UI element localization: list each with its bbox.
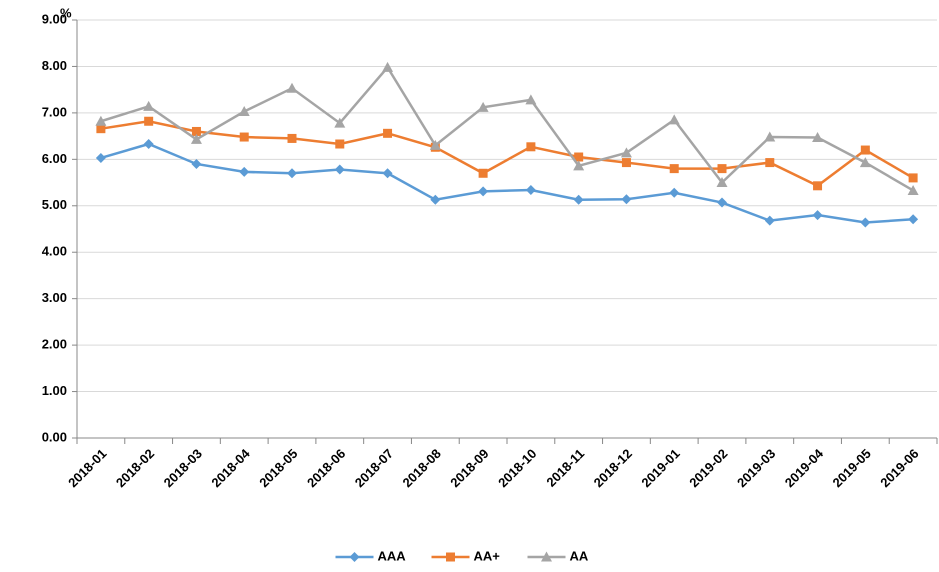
x-tick-label: 2019-06 bbox=[877, 446, 921, 490]
point bbox=[908, 214, 919, 225]
series-line bbox=[100, 119, 914, 188]
point bbox=[860, 217, 871, 228]
point bbox=[812, 210, 823, 221]
y-tick-label: 1.00 bbox=[42, 383, 67, 398]
point bbox=[95, 115, 107, 126]
y-tick-label: 3.00 bbox=[42, 290, 67, 305]
point bbox=[859, 157, 871, 168]
legend-marker bbox=[541, 551, 552, 562]
x-tick-label: 2018-05 bbox=[256, 446, 300, 490]
point bbox=[383, 128, 393, 138]
point bbox=[143, 139, 154, 150]
x-tick-label: 2019-04 bbox=[782, 445, 827, 490]
y-tick-label: 7.00 bbox=[42, 104, 67, 119]
point bbox=[812, 132, 824, 143]
point bbox=[191, 126, 201, 136]
point bbox=[813, 181, 823, 191]
y-tick-label: 9.00 bbox=[42, 11, 67, 26]
point bbox=[334, 117, 346, 128]
point bbox=[526, 142, 536, 152]
point bbox=[190, 133, 202, 144]
point bbox=[478, 186, 489, 197]
point bbox=[239, 166, 250, 177]
point bbox=[764, 131, 776, 142]
point bbox=[525, 94, 537, 105]
point bbox=[287, 133, 297, 143]
x-tick-label: 2018-03 bbox=[161, 446, 205, 490]
x-tick-label: 2018-11 bbox=[543, 446, 587, 490]
point bbox=[621, 158, 631, 168]
point bbox=[334, 164, 345, 175]
legend-marker bbox=[349, 552, 360, 562]
point bbox=[238, 105, 250, 116]
point bbox=[191, 158, 202, 169]
point bbox=[668, 114, 680, 125]
x-tick-label: 2018-06 bbox=[304, 446, 348, 490]
point bbox=[717, 197, 727, 208]
point bbox=[765, 158, 775, 168]
point bbox=[335, 139, 345, 149]
x-tick-label: 2019-01 bbox=[638, 446, 682, 490]
x-tick-label: 2018-07 bbox=[352, 446, 396, 490]
point bbox=[95, 152, 106, 163]
point bbox=[478, 168, 488, 178]
x-tick-label: 2018-08 bbox=[400, 446, 444, 490]
x-tick-label: 2018-04 bbox=[208, 445, 253, 490]
y-unit: % bbox=[60, 5, 72, 20]
legend-marker bbox=[446, 552, 455, 562]
legend-label: AA+ bbox=[474, 548, 501, 563]
point bbox=[430, 194, 441, 205]
series-line bbox=[100, 142, 914, 224]
point bbox=[96, 124, 106, 134]
point bbox=[239, 132, 249, 142]
point bbox=[143, 100, 155, 111]
point bbox=[286, 82, 298, 93]
x-tick-label: 2018-09 bbox=[447, 446, 491, 490]
point bbox=[574, 152, 584, 162]
x-tick-label: 2018-01 bbox=[65, 446, 109, 490]
point bbox=[573, 194, 584, 205]
point bbox=[429, 139, 441, 150]
point bbox=[525, 184, 536, 195]
legend-label: AAA bbox=[378, 548, 407, 563]
y-tick-label: 6.00 bbox=[42, 151, 67, 166]
y-tick-label: 0.00 bbox=[42, 429, 67, 444]
point bbox=[669, 187, 680, 198]
legend-label: AA bbox=[570, 548, 589, 563]
point bbox=[669, 164, 679, 174]
y-tick-label: 5.00 bbox=[42, 197, 67, 212]
x-tick-label: 2018-12 bbox=[591, 446, 635, 490]
point bbox=[908, 173, 918, 183]
point bbox=[717, 164, 727, 174]
y-tick-label: 8.00 bbox=[42, 58, 67, 73]
x-tick-label: 2018-02 bbox=[113, 446, 157, 490]
y-tick-label: 2.00 bbox=[42, 337, 67, 352]
point bbox=[907, 184, 919, 195]
x-tick-label: 2019-03 bbox=[734, 446, 778, 490]
point bbox=[621, 194, 632, 205]
point bbox=[620, 147, 632, 158]
x-tick-label: 2019-05 bbox=[830, 446, 874, 490]
y-tick-label: 4.00 bbox=[42, 244, 67, 259]
point bbox=[716, 177, 728, 188]
series-line bbox=[100, 65, 914, 192]
point bbox=[382, 61, 394, 72]
point bbox=[382, 168, 393, 179]
point bbox=[764, 215, 775, 226]
point bbox=[573, 160, 585, 171]
point bbox=[144, 116, 154, 126]
point bbox=[477, 101, 489, 112]
x-tick-label: 2019-02 bbox=[686, 446, 730, 490]
point bbox=[860, 145, 870, 155]
x-tick-label: 2018-10 bbox=[495, 446, 539, 490]
point bbox=[287, 168, 297, 179]
